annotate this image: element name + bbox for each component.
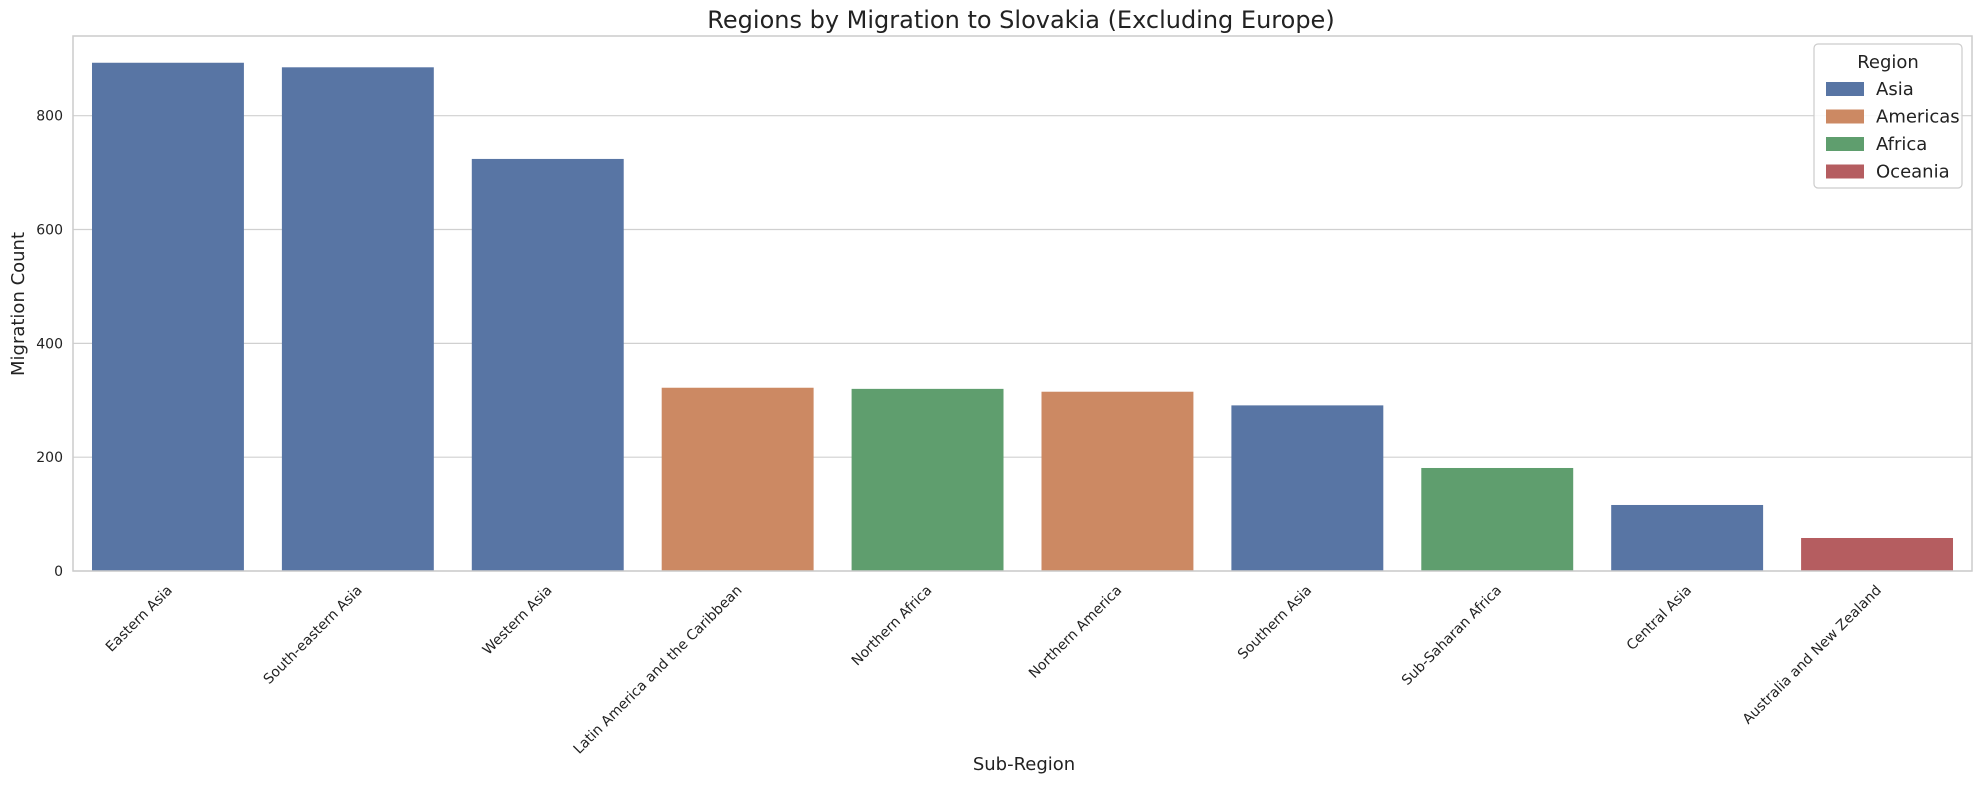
bar [1611,504,1764,571]
y-tick-label: 400 [36,336,63,352]
bar [1041,391,1194,571]
x-axis-ticks: Eastern Asia South-eastern Asia Western As… [103,583,1885,758]
chart-title: Regions by Migration to Slovakia (Exclud… [707,6,1334,34]
legend: Region Asia Americas Africa Oceania [1813,43,1963,189]
x-tick-label: Latin America and the Caribbean [571,583,746,758]
x-tick-label: Sub-Saharan Africa [1399,583,1505,689]
y-axis-label: Migration Count [8,232,29,376]
legend-box [1813,43,1963,189]
y-tick-label: 0 [54,564,63,580]
x-tick-label: Central Asia [1624,583,1695,654]
legend-label-asia: Asia [1876,79,1914,100]
legend-swatch-africa [1826,137,1864,151]
legend-swatch-americas [1826,109,1864,124]
bar [1421,467,1574,571]
x-axis-label: Sub-Region [973,754,1075,775]
legend-label-americas: Americas [1876,107,1960,128]
bar [1231,405,1384,571]
bar [661,387,814,571]
x-tick-label: Western Asia [480,583,556,659]
legend-title: Region [1857,52,1919,73]
y-tick-label: 200 [36,450,63,466]
x-tick-label: Southern Asia [1235,583,1315,663]
bar [91,62,244,571]
bar [851,388,1004,571]
bar [281,67,434,571]
plot-border [72,35,1973,572]
legend-label-oceania: Oceania [1876,162,1950,183]
bars [91,62,1954,572]
legend-swatch-asia [1826,82,1864,96]
plot-frame [72,35,1973,572]
y-tick-label: 800 [36,109,63,125]
bar [471,158,624,572]
x-tick-label: South-eastern Asia [261,583,366,688]
y-tick-label: 600 [36,223,63,239]
x-tick-label: Northern America [1026,583,1125,682]
x-tick-label: Eastern Asia [103,583,176,656]
x-tick-label: Australia and New Zealand [1740,583,1885,728]
bar [1801,537,1954,571]
legend-label-africa: Africa [1876,134,1927,155]
x-tick-label: Northern Africa [849,583,936,670]
y-axis-ticks: 0 200 400 600 800 [36,109,63,580]
legend-swatch-oceania [1826,164,1864,179]
